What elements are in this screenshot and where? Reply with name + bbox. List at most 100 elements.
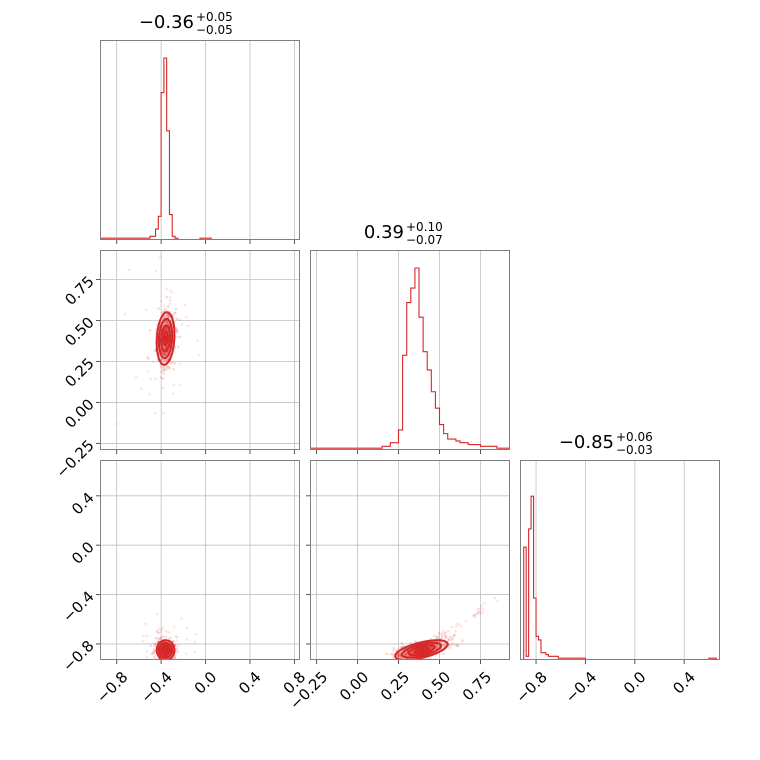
histogram-panel-0 [100,40,300,244]
sample-point [428,647,432,650]
sample-point [496,599,499,603]
x-tick-label-1-1: 0.00 [336,668,372,704]
sample-point [392,646,396,650]
sample-point [410,651,414,654]
y-tick-label-2-1: −0.4 [59,587,97,625]
contour-level-1 [157,641,174,659]
sample-point [153,655,156,658]
x-tick-label-2-1: −0.4 [562,668,600,706]
contour-level-0 [394,639,449,660]
sample-point [149,377,153,381]
sample-point [145,656,149,659]
sample-point [172,664,175,667]
sample-point [162,322,166,326]
y-tick-label-1-0: −0.25 [52,436,97,481]
sample-point [195,632,198,636]
x-tick-label-1-2: 0.25 [377,668,413,704]
sample-point [435,644,439,647]
sample-point [161,368,165,371]
x-tick-label-1-4: 0.75 [459,668,495,704]
sample-point [168,302,172,306]
panel-content [385,596,499,664]
sample-point [153,642,156,645]
x-tick-label-2-3: 0.4 [669,668,699,698]
sample-point [178,362,182,365]
sample-point [397,655,401,658]
sample-point [163,304,166,308]
sample-point [159,636,162,640]
sample-point [392,654,395,657]
panel-frame [310,460,510,660]
sample-point [169,362,172,365]
sample-point [166,305,170,308]
sample-point [396,654,400,657]
sample-point [478,607,482,610]
sample-point [461,639,464,642]
sample-point [165,659,168,660]
panel-content [136,612,198,682]
sample-point [176,331,179,334]
parameter-title-0: −0.36 +0.05−0.05 [139,10,233,37]
sample-point [444,632,447,635]
sample-point [152,648,156,652]
sample-point [403,652,407,655]
sample-point [445,635,448,639]
sample-point [163,327,167,331]
sample-point [162,662,165,665]
sample-point [159,665,162,668]
sample-point [404,652,407,656]
sample-point [168,289,172,292]
sample-point [153,349,157,352]
scatter-panel-2-1 [306,460,510,664]
sample-point [172,392,175,395]
sample-point [162,352,165,356]
sample-point [164,346,168,350]
title-lower-error: −0.03 [616,443,653,457]
sample-point [165,327,168,331]
contour-level-0 [155,639,176,660]
sample-point [179,617,183,620]
sample-point [411,651,414,655]
sample-point [165,662,168,665]
sample-point [178,318,182,322]
sample-point [148,393,151,396]
sample-point [186,662,189,665]
title-lower-error: −0.07 [406,233,443,247]
sample-point [174,311,177,315]
sample-point [493,596,496,600]
sample-point [193,650,197,654]
title-median: −0.85 [559,432,614,453]
sample-point [472,614,475,618]
sample-point [156,661,159,664]
sample-point [385,652,388,656]
sample-point [168,295,172,299]
sample-point [391,661,394,664]
sample-point [473,615,477,619]
sample-point [181,679,184,682]
sample-point [174,307,178,311]
sample-point [176,329,179,332]
sample-point [162,366,166,370]
sample-point [454,625,458,628]
sample-point [443,633,446,637]
sample-point [398,654,402,658]
sample-point [429,646,433,649]
sample-point [398,653,401,657]
sample-point [164,346,168,350]
sample-point [452,634,456,638]
sample-point [167,315,170,318]
sample-point [472,613,475,617]
sample-point [139,387,143,391]
sample-point [394,660,397,663]
sample-point [440,634,444,638]
sample-point [147,370,150,373]
sample-point [161,412,165,415]
x-tick-label-0-0: −0.8 [93,668,131,706]
sample-point [162,358,165,362]
sample-point [116,422,119,426]
sample-point [155,668,158,671]
sample-point [167,316,171,319]
contour-level-1 [157,317,174,360]
y-tick-label-1-3: 0.50 [61,313,97,349]
sample-point [144,308,148,312]
